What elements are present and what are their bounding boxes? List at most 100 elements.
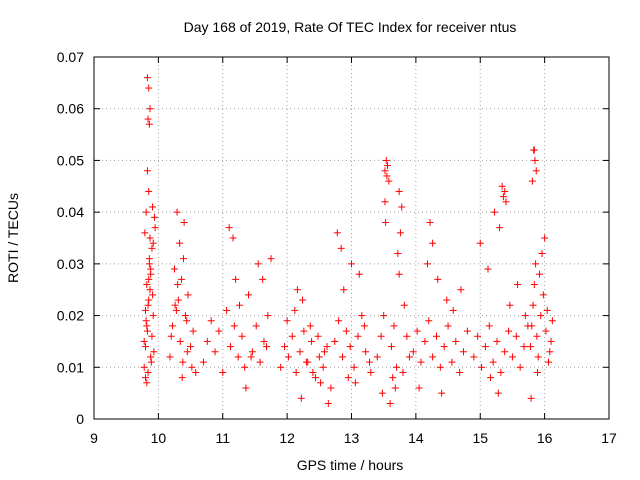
x-tick-label: 12 <box>279 430 295 446</box>
data-point <box>537 312 545 320</box>
data-point <box>225 224 233 232</box>
data-point <box>172 306 180 314</box>
data-point <box>176 337 184 345</box>
data-point <box>309 368 317 376</box>
data-point <box>426 218 434 226</box>
data-point <box>534 368 542 376</box>
data-point <box>170 265 178 273</box>
data-point <box>232 275 240 283</box>
data-point <box>548 317 556 325</box>
data-point <box>547 337 555 345</box>
data-point <box>496 224 504 232</box>
data-point <box>530 146 538 154</box>
data-point <box>169 322 177 330</box>
data-point <box>449 306 457 314</box>
data-point <box>174 281 182 289</box>
data-point <box>143 322 151 330</box>
data-point <box>373 353 381 361</box>
data-point <box>140 337 148 345</box>
data-point <box>354 332 362 340</box>
grid-layer <box>94 57 609 419</box>
y-tick-label: 0.01 <box>57 359 84 375</box>
data-point <box>415 384 423 392</box>
data-point <box>526 343 534 351</box>
data-point <box>456 368 464 376</box>
data-point <box>528 322 536 330</box>
data-point <box>546 348 554 356</box>
data-point <box>283 317 291 325</box>
data-point <box>230 322 238 330</box>
data-point <box>267 255 275 263</box>
chart-title: Day 168 of 2019, Rate Of TEC Index for r… <box>184 19 517 35</box>
data-point <box>317 379 325 387</box>
data-point <box>299 296 307 304</box>
data-point <box>360 322 368 330</box>
data-point <box>338 353 346 361</box>
x-tick-label: 10 <box>151 430 167 446</box>
data-point <box>259 275 267 283</box>
data-point <box>381 198 389 206</box>
x-tick-label: 11 <box>215 430 230 446</box>
data-point <box>189 327 197 335</box>
x-axis-label: GPS time / hours <box>297 457 404 473</box>
data-point <box>145 260 153 268</box>
data-point <box>151 213 159 221</box>
data-point <box>434 275 442 283</box>
y-tick-label: 0.04 <box>57 204 84 220</box>
data-point <box>393 363 401 371</box>
data-point <box>387 343 395 351</box>
data-point <box>300 327 308 335</box>
data-point <box>367 368 375 376</box>
data-point <box>505 327 513 335</box>
data-point <box>188 363 196 371</box>
data-point <box>485 322 493 330</box>
data-point <box>340 286 348 294</box>
data-point <box>296 348 304 356</box>
data-point <box>535 270 543 278</box>
data-point <box>384 162 392 170</box>
data-point <box>383 172 391 180</box>
data-point <box>429 239 437 247</box>
data-point <box>470 353 478 361</box>
data-point <box>436 363 444 371</box>
data-point <box>399 368 407 376</box>
data-point <box>142 343 149 351</box>
data-point <box>508 353 516 361</box>
data-point <box>263 343 271 351</box>
data-point <box>382 218 390 226</box>
data-point <box>494 389 502 397</box>
data-point <box>331 337 339 345</box>
data-point <box>385 177 393 185</box>
data-point <box>493 337 501 345</box>
data-point <box>323 343 331 351</box>
data-point <box>346 343 354 351</box>
data-point <box>396 229 404 237</box>
data-point <box>145 187 153 195</box>
data-point <box>142 317 150 325</box>
data-point <box>543 306 551 314</box>
data-point <box>381 167 389 175</box>
data-point <box>438 389 446 397</box>
data-point <box>403 332 411 340</box>
y-tick-label: 0.03 <box>57 256 84 272</box>
data-point <box>252 322 260 330</box>
data-point <box>308 337 316 345</box>
data-point <box>143 379 151 387</box>
y-tick-label: 0.05 <box>57 152 84 168</box>
data-point <box>319 363 327 371</box>
data-point <box>264 312 272 320</box>
data-point <box>288 332 296 340</box>
data-point <box>142 374 149 382</box>
data-point <box>140 363 148 371</box>
data-point <box>324 399 332 407</box>
ticks-layer: 0 0.01 0.02 0.03 0.04 0.05 0.06 0.07 9 10 11 12 13 14… <box>57 49 617 446</box>
data-point <box>144 115 152 123</box>
data-point <box>306 322 314 330</box>
data-point <box>474 332 482 340</box>
data-point <box>199 358 207 366</box>
data-point <box>541 234 549 242</box>
data-point <box>248 348 256 356</box>
data-point <box>400 301 408 309</box>
y-tick-label: 0.02 <box>57 308 84 324</box>
data-point <box>499 193 507 201</box>
